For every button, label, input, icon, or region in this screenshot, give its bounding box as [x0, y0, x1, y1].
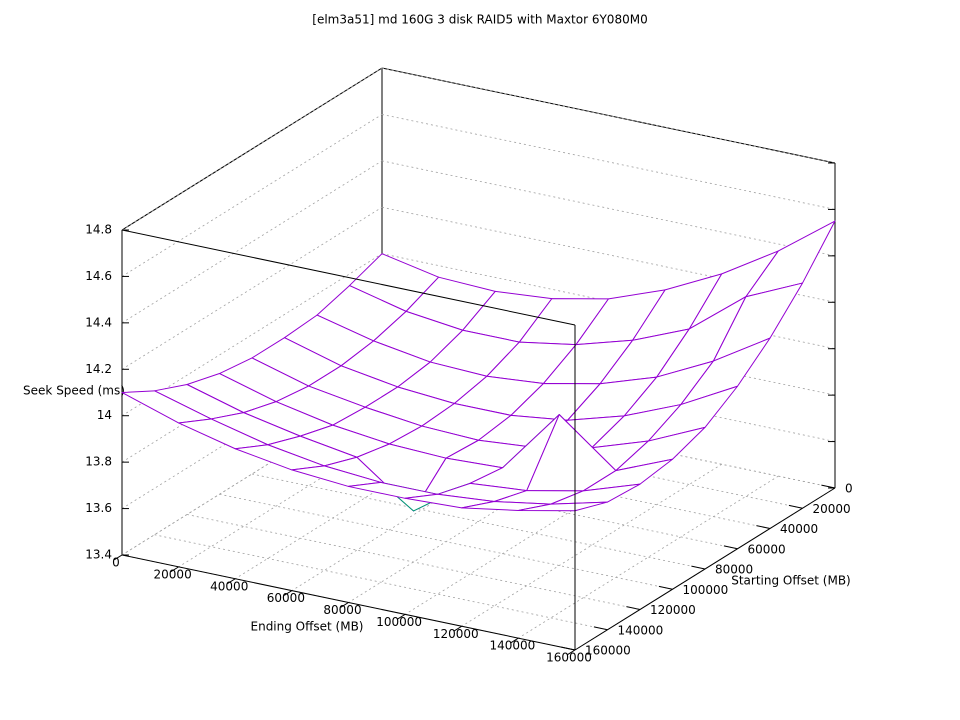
y-tick-label: 60000: [748, 542, 786, 556]
tick-mark: [626, 606, 641, 610]
grid-line: [121, 206, 383, 370]
tick-mark: [821, 484, 836, 489]
z-tick-label: 13.8: [85, 455, 112, 469]
tick-mark: [283, 590, 293, 596]
grid-line: [461, 463, 722, 627]
grid-line: [186, 514, 641, 610]
tick-mark: [510, 637, 519, 644]
x-tick-label: 160000: [546, 651, 592, 665]
z-tick-label: 14.6: [85, 269, 112, 283]
grid-line: [518, 475, 779, 639]
z-tick-label: 13.4: [85, 548, 112, 562]
y-tick-label: 0: [845, 482, 853, 496]
tick-mark: [788, 504, 803, 509]
tick-mark: [397, 613, 406, 620]
tick-mark: [113, 554, 123, 561]
grid-line: [381, 67, 836, 164]
x-tick-label: 40000: [210, 579, 248, 593]
y-tick-label: 40000: [780, 522, 818, 536]
tick-mark: [658, 585, 673, 590]
grid-line: [219, 493, 673, 590]
y-tick-label: 80000: [715, 563, 753, 577]
z-tick-label: 14.2: [85, 362, 112, 376]
y-axis-label: Starting Offset (MB): [731, 574, 851, 588]
tick-mark: [561, 646, 576, 651]
tick-mark: [691, 565, 706, 570]
grid-line: [381, 160, 836, 257]
grid-line: [381, 114, 836, 210]
x-tick-label: 120000: [433, 627, 479, 641]
z-axis-label: Seek Speed (ms): [23, 384, 125, 398]
y-tick-label: 140000: [618, 623, 664, 637]
x-tick-label: 0: [112, 556, 120, 570]
x-tick-label: 80000: [323, 603, 361, 617]
tick-mark: [593, 626, 608, 631]
grid-line: [154, 534, 608, 631]
grid-line: [251, 473, 706, 570]
z-tick-label: 14.4: [85, 315, 112, 329]
grid-line: [121, 160, 383, 324]
y-tick-label: 120000: [650, 603, 696, 617]
box-edge: [121, 229, 576, 326]
y-tick-label: 20000: [813, 502, 851, 516]
x-tick-label: 20000: [154, 567, 192, 581]
x-tick-label: 140000: [489, 639, 535, 653]
z-tick-label: 14: [97, 408, 112, 422]
tick-mark: [340, 602, 349, 608]
tick-mark: [170, 566, 179, 573]
tick-mark: [723, 545, 738, 550]
tick-mark: [756, 525, 771, 529]
y-tick-label: 100000: [683, 583, 729, 597]
chart-title: [elm3a51] md 160G 3 disk RAID5 with Maxt…: [312, 13, 647, 27]
x-tick-label: 60000: [267, 591, 305, 605]
z-tick-label: 13.6: [85, 501, 112, 515]
grid-line: [121, 114, 383, 277]
tick-mark: [227, 578, 236, 585]
grid-line: [121, 67, 383, 231]
x-tick-label: 100000: [376, 615, 422, 629]
tick-mark: [453, 625, 463, 632]
tick-mark: [566, 649, 576, 656]
x-axis-label: Ending Offset (MB): [251, 620, 364, 634]
z-tick-label: 14.8: [85, 223, 112, 237]
y-tick-label: 160000: [585, 644, 631, 658]
